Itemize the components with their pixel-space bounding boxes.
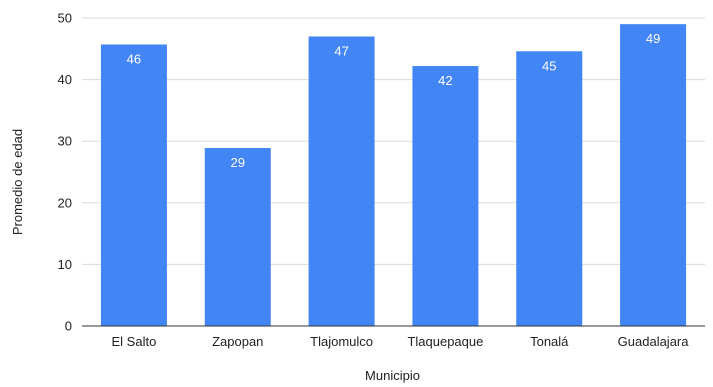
data-label: 29 [231, 155, 245, 170]
x-axis-ticks: El Salto Zapopan Tlajomulco Tlaquepaque Tona… [112, 334, 690, 349]
x-tick-label: Tonalá [530, 334, 569, 349]
y-axis-ticks: 0 10 20 30 40 50 [58, 11, 72, 334]
bar [620, 24, 687, 326]
y-tick-label: 40 [58, 72, 72, 87]
bar [308, 36, 375, 326]
data-labels: 46 29 47 42 45 49 [127, 31, 661, 170]
bar [100, 44, 167, 326]
x-tick-label: Tlajomulco [310, 334, 373, 349]
data-label: 42 [438, 73, 452, 88]
bar [516, 51, 583, 326]
y-axis-title: Promedio de edad [10, 129, 25, 235]
y-tick-label: 50 [58, 11, 72, 26]
y-tick-label: 30 [58, 134, 72, 149]
x-tick-label: El Salto [112, 334, 157, 349]
x-tick-label: Guadalajara [618, 334, 690, 349]
y-tick-label: 0 [65, 319, 72, 334]
data-label: 49 [646, 31, 660, 46]
x-tick-label: Zapopan [212, 334, 263, 349]
data-label: 46 [127, 51, 141, 66]
y-tick-label: 20 [58, 195, 72, 210]
x-axis-title: Municipio [365, 368, 420, 383]
data-label: 47 [334, 43, 348, 58]
x-tick-label: Tlaquepaque [407, 334, 483, 349]
bars [100, 24, 687, 326]
bar [204, 147, 271, 326]
y-tick-label: 10 [58, 257, 72, 272]
gridlines [82, 17, 705, 265]
data-label: 45 [542, 58, 556, 73]
bar [412, 66, 479, 326]
